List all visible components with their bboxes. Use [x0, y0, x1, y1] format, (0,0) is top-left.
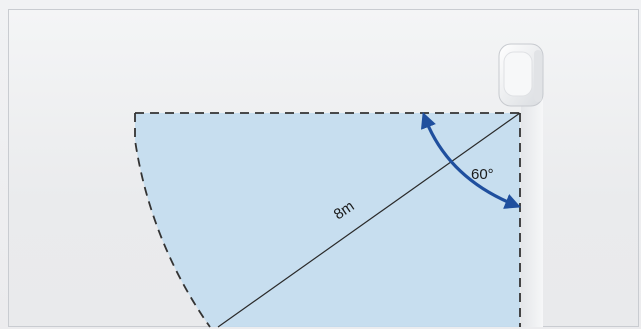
angle-arrow-icon: [420, 112, 521, 209]
angle-label: 60°: [471, 166, 494, 183]
zone-arc-dashed-edge: [134, 113, 211, 328]
detection-zone: [135, 113, 520, 327]
wall-strip: [521, 100, 543, 327]
motion-sensor-icon: [498, 43, 544, 107]
